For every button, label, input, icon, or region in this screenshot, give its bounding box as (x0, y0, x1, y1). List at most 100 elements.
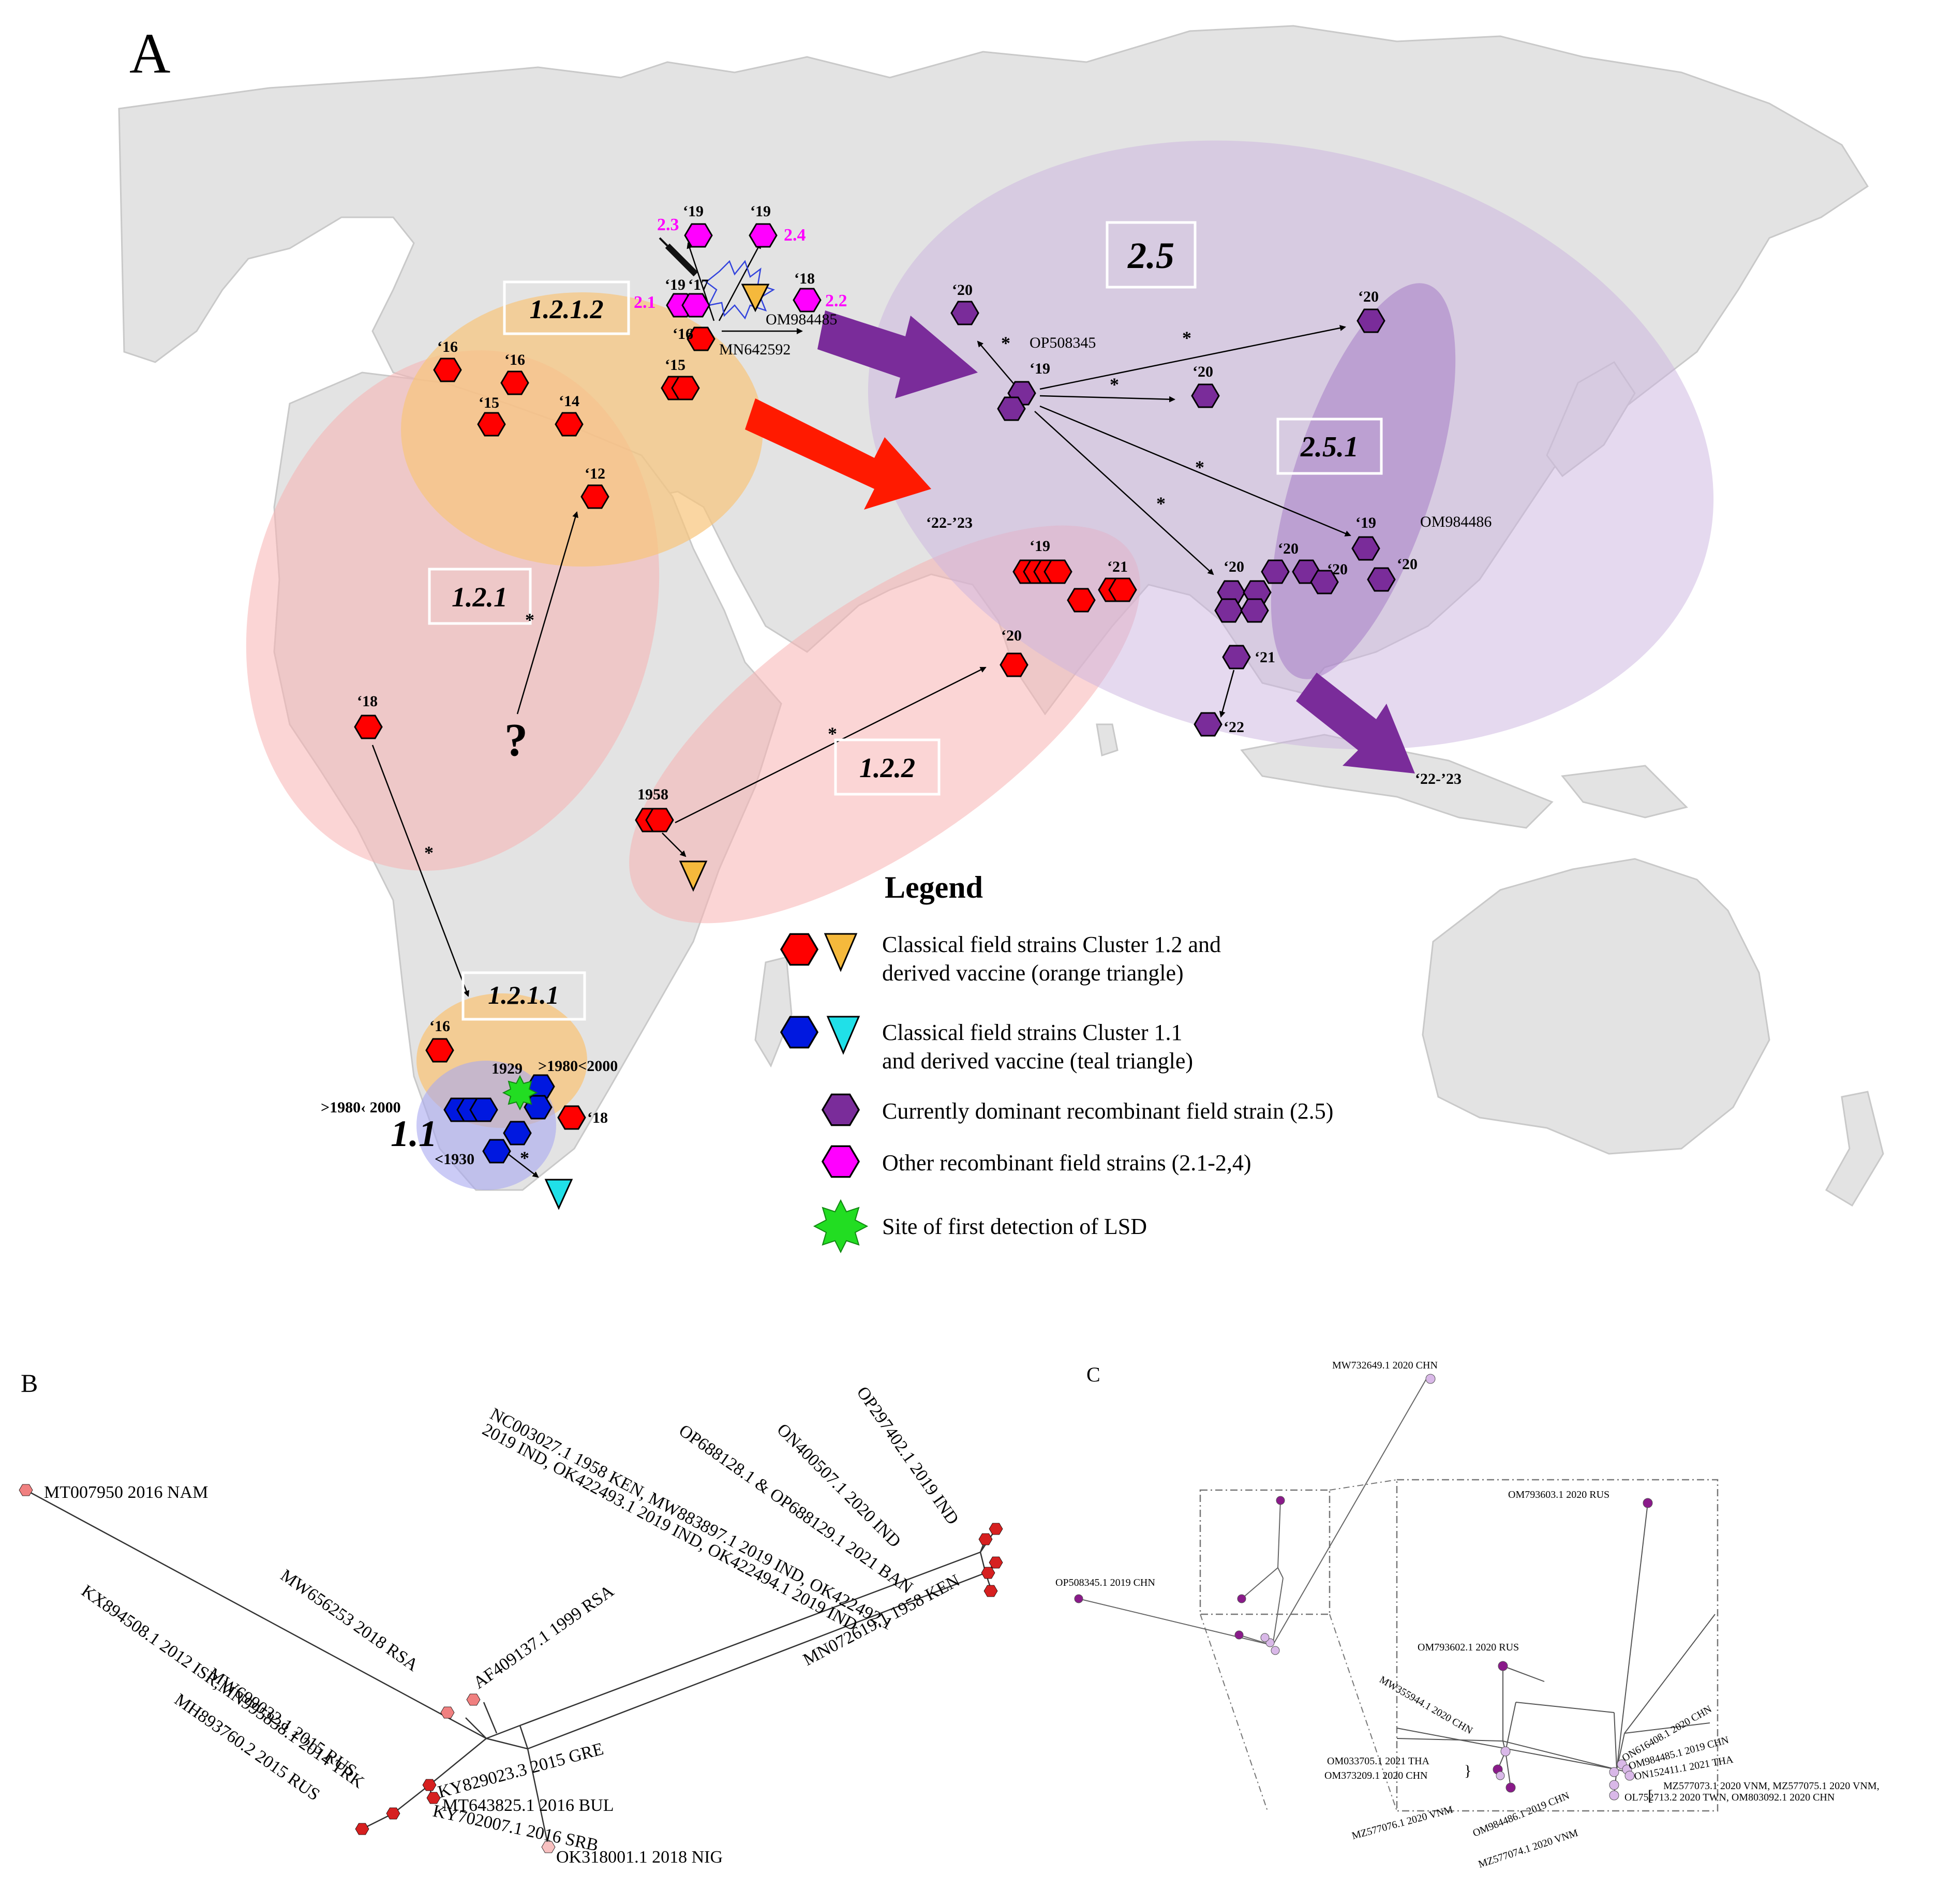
year-20f: ‘20 (1278, 540, 1299, 557)
arrow-1958-to-vaccine (662, 832, 687, 857)
asterisk-2: * (424, 842, 434, 863)
tip-b-mt643825: MT643825.1 2016 BUL (442, 1796, 614, 1815)
node-c-mz577076 (1505, 1782, 1516, 1793)
year-2223b: ‘22-’23 (1415, 770, 1462, 787)
new-zealand-landmass (1825, 1091, 1884, 1207)
node-b-af409137 (466, 1693, 481, 1706)
year-20c: ‘20 (1192, 363, 1213, 380)
year-19e: ‘19 (1030, 538, 1050, 555)
arrow-18-to-1211 (371, 745, 470, 997)
asterisk-7: * (1195, 457, 1204, 478)
arrow-16-to-23 (687, 242, 715, 321)
marker-purple-19b (997, 396, 1026, 421)
year-19c: ‘19 (665, 276, 685, 293)
marker-red-12 (580, 484, 609, 509)
node-c-on152411 (1624, 1771, 1635, 1781)
year-18a: ‘18 (794, 270, 815, 287)
marker-red-16a (433, 358, 462, 382)
year-2223a: ‘22-’23 (926, 514, 973, 531)
legend-item-recombinant-25: Currently dominant recombinant field str… (822, 1093, 1333, 1126)
panel-a: 1.2.1.2 1.2.1 1.2.2 1.2.1.1 1.1 2.5 2.5.… (118, 21, 1950, 1278)
year-1929: 1929 (491, 1060, 523, 1077)
year-20d: ‘20 (1001, 627, 1022, 644)
tip-b-ok318001: OK318001.1 2018 NIG (556, 1848, 723, 1867)
label-r23: 2.3 (657, 215, 679, 234)
node-c-om373209 (1496, 1771, 1505, 1780)
node-c-mw355944 (1500, 1746, 1511, 1757)
marker-blue-c (469, 1097, 498, 1122)
label-1211: 1.2.1.1 (488, 980, 559, 1009)
box-1211 (461, 971, 586, 1021)
unknown-origin-mark: ? (504, 715, 528, 766)
tip-c-om793603: OM793603.1 2020 RUS (1508, 1489, 1609, 1500)
year-16c: ‘16 (504, 351, 525, 368)
legend-magenta-hex (822, 1145, 860, 1178)
node-c-op508345 (1074, 1594, 1083, 1603)
marker-purple-19c (1351, 536, 1380, 561)
spread-arrows (745, 310, 1415, 774)
year-8020a: >1980<2000 (538, 1058, 618, 1075)
cluster-labels: 1.2.1.2 1.2.1 1.2.2 1.2.1.1 1.1 2.5 2.5.… (391, 221, 1383, 1154)
transmission-arrows (371, 242, 1351, 1178)
node-c-ov2 (1237, 1594, 1246, 1603)
label-121: 1.2.1 (452, 582, 508, 613)
australia-landmass (1422, 858, 1770, 1155)
node-c-om793602 (1498, 1661, 1508, 1671)
marker-red-15c (671, 376, 700, 400)
tip-c-om984486: OM984486.1 2019 CHN (1471, 1790, 1571, 1839)
arrow-19-to-20c (1039, 395, 1175, 403)
label-r24: 2.4 (784, 226, 806, 245)
year-20a: ‘20 (952, 281, 973, 299)
year-20g: ‘20 (1327, 561, 1348, 578)
accession-labels: OM984485 MN642592 OP508345 OM984486 (719, 311, 1492, 530)
node-c-om984486 (1609, 1767, 1619, 1777)
legend: Legend Classical field strains Cluster 1… (780, 870, 1333, 1254)
asterisk-3: * (828, 723, 837, 744)
box-1212 (503, 280, 630, 335)
marker-red-20a (1000, 652, 1028, 677)
year-19f: ‘19 (1355, 514, 1376, 531)
year-15a: ‘15 (479, 394, 499, 411)
bracket-2: [ (1648, 1787, 1653, 1804)
legend-green-burst (813, 1199, 869, 1254)
legend-text-1b: derived vaccine (orange triangle) (882, 960, 1184, 986)
tree-c-overview-branches (1078, 1376, 1428, 1646)
label-122: 1.2.2 (859, 752, 915, 783)
year-1958: 1958 (637, 786, 668, 803)
asterisk-4: * (1001, 333, 1010, 353)
zoom-box (1396, 1479, 1719, 1812)
tip-b-mw656253: MW656253 2018 RSA (277, 1566, 422, 1675)
arrow-19-to-20b (1039, 325, 1346, 390)
node-b-mw656253 (440, 1706, 455, 1719)
year-16d: ‘16 (429, 1018, 450, 1035)
marker-red-18c (557, 1105, 586, 1130)
arrow-19-to-om984486 (1039, 405, 1351, 537)
year-17: ‘17 (688, 276, 709, 293)
asterisk-6: * (1110, 374, 1119, 395)
tip-c-mz577073: MZ577073.1 2020 VNM, MZ577075.1 2020 VNM… (1663, 1780, 1880, 1792)
legend-text-3: Currently dominant recombinant field str… (882, 1098, 1333, 1124)
acc-mn642592: MN642592 (719, 341, 791, 358)
tree-c-zoom-nodes (1493, 1498, 1653, 1801)
node-c-mz577074 (1609, 1790, 1619, 1801)
asterisk-9: * (520, 1148, 529, 1168)
legend-title: Legend (885, 870, 983, 904)
legend-text-1a: Classical field strains Cluster 1.2 and (882, 932, 1221, 957)
acc-om984485: OM984485 (766, 311, 837, 328)
recombinant-labels: 2.1 2.2 2.3 2.4 (634, 215, 847, 312)
node-c-mz577073 (1609, 1780, 1619, 1790)
year-20b: ‘20 (1358, 288, 1379, 305)
legend-text-2b: and derived vaccine (teal triangle) (882, 1048, 1193, 1074)
arrow-19-to-sea (1034, 411, 1214, 575)
node-c-om793603 (1643, 1498, 1653, 1508)
vaccine-teal-africa (544, 1179, 573, 1210)
year-22: ‘22 (1224, 719, 1244, 736)
year-15b: ‘15 (665, 356, 685, 374)
arrow-11-to-vaccine (504, 1151, 539, 1178)
tree-c-labels: MW732649.1 2020 CHN OP508345.1 2019 CHN … (1055, 1360, 1880, 1870)
box-25 (1106, 221, 1197, 289)
arrow-1958-to-ind (675, 666, 987, 824)
marker-magenta-19b (749, 223, 778, 248)
marker-purple-20a (950, 301, 979, 325)
label-r22: 2.2 (825, 291, 847, 310)
